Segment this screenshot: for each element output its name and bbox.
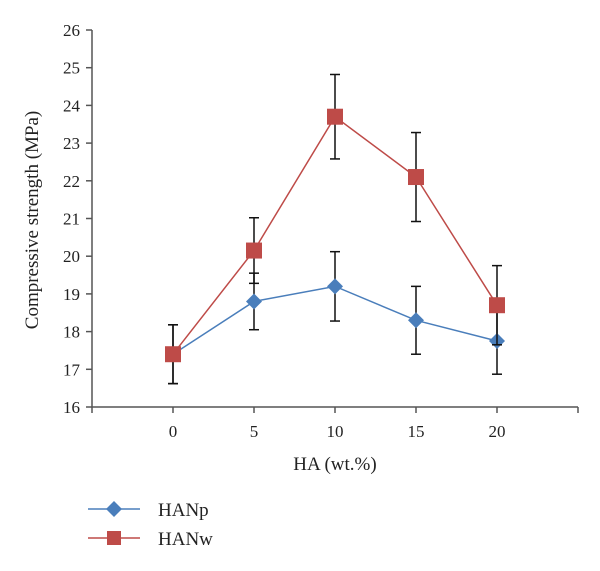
x-tick-label: 0 bbox=[169, 422, 178, 441]
data-point-diamond bbox=[408, 312, 424, 329]
y-tick-label: 16 bbox=[63, 398, 80, 417]
x-tick-label: 15 bbox=[408, 422, 425, 441]
y-tick-label: 18 bbox=[63, 323, 80, 342]
x-axis-title: HA (wt.%) bbox=[293, 454, 376, 475]
legend: HANp HANw bbox=[88, 500, 213, 550]
plot-area: 16 17 18 19 20 21 22 23 24 25 26 0 5 10 15 20 bbox=[63, 21, 579, 441]
data-point-diamond bbox=[327, 278, 343, 295]
y-tick-label: 25 bbox=[63, 59, 80, 78]
x-tick-label: 10 bbox=[327, 422, 344, 441]
series-layer bbox=[165, 73, 505, 385]
legend-diamond-icon bbox=[106, 501, 122, 517]
y-axis-title: Compressive strength (MPa) bbox=[22, 111, 43, 329]
legend-label-hanp: HANp bbox=[158, 500, 209, 521]
y-tick-label: 17 bbox=[63, 360, 81, 379]
data-point-square bbox=[165, 346, 181, 363]
legend-item-hanw: HANw bbox=[88, 529, 213, 550]
y-tick-label: 19 bbox=[63, 285, 80, 304]
x-ticks: 0 5 10 15 20 bbox=[91, 407, 579, 441]
legend-item-hanp: HANp bbox=[88, 500, 209, 521]
data-point-square bbox=[489, 297, 505, 314]
y-tick-label: 24 bbox=[63, 96, 81, 115]
x-tick-label: 20 bbox=[489, 422, 506, 441]
y-tick-label: 23 bbox=[63, 134, 80, 153]
legend-label-hanw: HANw bbox=[158, 529, 213, 550]
legend-square-icon bbox=[107, 531, 121, 545]
y-tick-label: 22 bbox=[63, 172, 80, 191]
y-tick-label: 21 bbox=[63, 210, 80, 229]
data-point-diamond bbox=[246, 293, 262, 310]
data-point-square bbox=[408, 169, 424, 186]
series-hanw bbox=[165, 73, 505, 385]
x-tick-label: 5 bbox=[250, 422, 259, 441]
y-tick-label: 26 bbox=[63, 21, 80, 40]
data-point-square bbox=[327, 108, 343, 125]
y-tick-label: 20 bbox=[63, 247, 80, 266]
series-hanp bbox=[165, 250, 505, 385]
data-point-square bbox=[246, 242, 262, 259]
y-ticks: 16 17 18 19 20 21 22 23 24 25 26 bbox=[63, 21, 92, 417]
